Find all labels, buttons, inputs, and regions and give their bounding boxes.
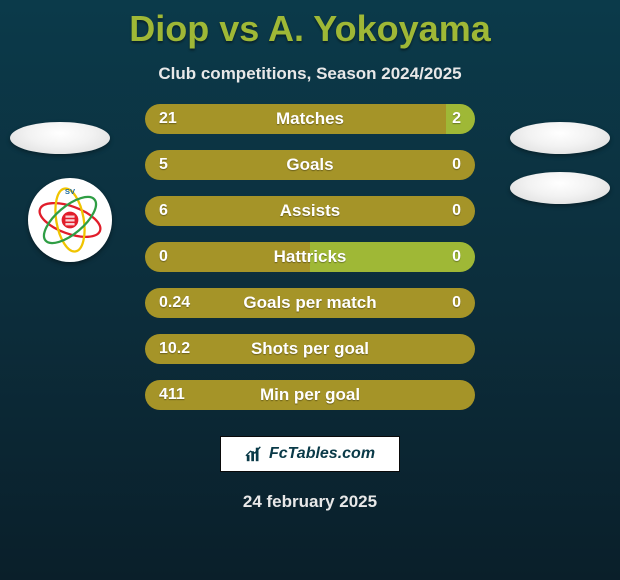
title: Diop vs A. Yokoyama xyxy=(129,8,490,50)
bar-segment-left xyxy=(145,196,475,226)
bar-segment-left xyxy=(145,380,475,410)
bar-segment-right xyxy=(310,242,475,272)
bar-segment-left xyxy=(145,334,475,364)
comparison-bar: Shots per goal10.2 xyxy=(145,334,475,364)
date: 24 february 2025 xyxy=(243,492,377,512)
fctables-attribution: FcTables.com xyxy=(220,436,400,472)
comparison-bar: Assists60 xyxy=(145,196,475,226)
comparison-bar: Matches212 xyxy=(145,104,475,134)
comparison-bar: Min per goal411 xyxy=(145,380,475,410)
player-left-avatar-placeholder xyxy=(10,122,110,154)
player-right-club-placeholder xyxy=(510,172,610,204)
player-left-club-badge: SV xyxy=(28,178,112,262)
bar-segment-left xyxy=(145,150,475,180)
club-badge-icon: SV xyxy=(32,182,108,258)
player-right-avatar-placeholder xyxy=(510,122,610,154)
bar-segment-left xyxy=(145,104,446,134)
bar-segment-right xyxy=(446,104,475,134)
infographic-container: Diop vs A. Yokoyama Club competitions, S… xyxy=(0,0,620,580)
fctables-chart-icon xyxy=(245,445,263,463)
fctables-text: FcTables.com xyxy=(269,445,375,463)
subtitle: Club competitions, Season 2024/2025 xyxy=(158,64,461,84)
bar-segment-left xyxy=(145,288,475,318)
svg-text:SV: SV xyxy=(65,187,76,196)
comparison-bar: Hattricks00 xyxy=(145,242,475,272)
comparison-bar: Goals50 xyxy=(145,150,475,180)
bar-segment-left xyxy=(145,242,310,272)
comparison-bar: Goals per match0.240 xyxy=(145,288,475,318)
